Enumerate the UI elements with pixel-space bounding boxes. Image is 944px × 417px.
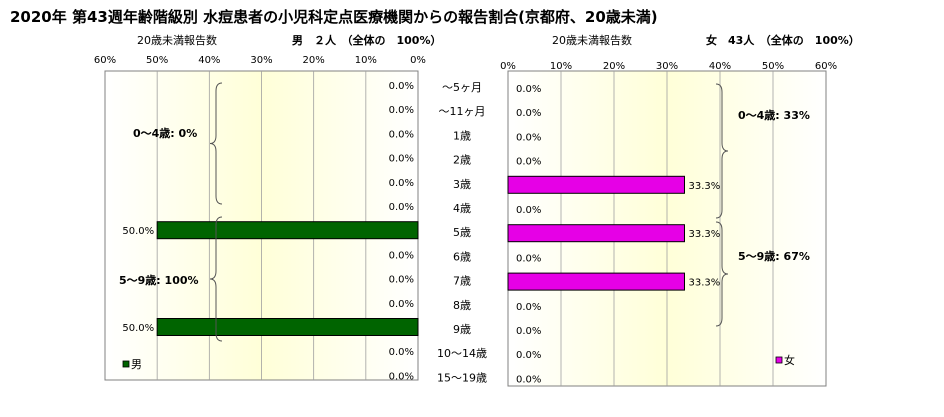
female-x-tick-label: 60%: [815, 61, 837, 72]
female-header-count: 女 43人 （全体の 100%）: [706, 33, 860, 47]
male-x-tick-label: 10%: [355, 55, 377, 66]
male-group-label: 0～4歳: 0%: [133, 126, 197, 140]
female-group-label: 0～4歳: 33%: [738, 108, 810, 122]
female-x-tick-label: 30%: [656, 61, 678, 72]
female-x-tick-label: 50%: [762, 61, 784, 72]
male-x-tick-label: 60%: [94, 55, 116, 66]
female-value-label: 33.3%: [688, 229, 720, 240]
male-bar: [156, 318, 419, 336]
male-x-tick-label: 40%: [198, 55, 220, 66]
male-value-label: 0.0%: [389, 129, 414, 140]
female-x-tick-label: 0%: [500, 61, 516, 72]
female-x-tick-label: 40%: [709, 61, 731, 72]
male-x-tick-label: 20%: [303, 55, 325, 66]
age-category-label: 10～14歳: [437, 347, 487, 360]
female-bracket-0-4: [715, 83, 729, 219]
male-value-label: 0.0%: [389, 105, 414, 116]
age-category-label: 5歳: [453, 226, 471, 239]
female-value-label: 0.0%: [516, 205, 541, 216]
female-bar: [507, 175, 685, 194]
female-x-tick-label: 10%: [550, 61, 572, 72]
male-bar: [156, 221, 419, 240]
female-bracket-5-9: [715, 221, 729, 327]
male-value-label: 0.0%: [389, 178, 414, 189]
female-value-label: 0.0%: [516, 302, 541, 313]
male-x-tick-label: 50%: [146, 55, 168, 66]
male-value-label: 0.0%: [389, 81, 414, 92]
male-value-label: 50.0%: [122, 226, 154, 237]
age-category-label: 4歳: [453, 202, 471, 215]
female-bar: [507, 272, 685, 291]
female-value-label: 0.0%: [516, 157, 541, 168]
male-legend-label: 男: [131, 358, 142, 371]
male-x-tick-label: 30%: [250, 55, 272, 66]
age-category-label: 2歳: [453, 154, 471, 167]
age-category-label: 15～19歳: [437, 371, 487, 384]
male-header-count: 男 ２人 （全体の 100%）: [292, 33, 441, 47]
female-legend-swatch: [775, 356, 783, 364]
age-category-label: 8歳: [453, 299, 471, 312]
female-value-label: 0.0%: [516, 108, 541, 119]
male-x-tick-label: 0%: [410, 55, 426, 66]
male-value-label: 0.0%: [389, 202, 414, 213]
male-value-label: 0.0%: [389, 299, 414, 310]
male-value-label: 0.0%: [389, 275, 414, 286]
male-bracket-0-4: [209, 82, 223, 205]
age-category-label: 9歳: [453, 323, 471, 336]
female-value-label: 33.3%: [688, 181, 720, 192]
female-value-label: 0.0%: [516, 253, 541, 264]
male-value-label: 0.0%: [389, 250, 414, 261]
age-category-label: 6歳: [453, 250, 471, 263]
female-value-label: 0.0%: [516, 132, 541, 143]
female-header-label: 20歳未満報告数: [552, 34, 632, 47]
female-value-label: 0.0%: [516, 350, 541, 361]
age-category-label: ～5ヶ月: [442, 81, 482, 94]
male-bracket-5-9: [209, 216, 223, 342]
female-value-label: 0.0%: [516, 374, 541, 385]
female-value-label: 0.0%: [516, 326, 541, 337]
male-legend-swatch: [122, 360, 130, 368]
male-value-label: 0.0%: [389, 371, 414, 382]
male-group-label: 5～9歳: 100%: [119, 273, 199, 287]
chart-title: 2020年 第43週年齢階級別 水痘患者の小児科定点医療機関からの報告割合(京都…: [10, 8, 658, 26]
female-x-tick-label: 20%: [603, 61, 625, 72]
male-value-label: 50.0%: [122, 323, 154, 334]
age-category-label: ～11ヶ月: [439, 105, 486, 118]
age-category-label: 3歳: [453, 178, 471, 191]
female-bar: [507, 224, 685, 243]
male-value-label: 0.0%: [389, 154, 414, 165]
age-category-label: 7歳: [453, 275, 471, 288]
male-value-label: 0.0%: [389, 347, 414, 358]
age-category-label: 1歳: [453, 129, 471, 142]
female-group-label: 5～9歳: 67%: [738, 249, 810, 263]
male-header-label: 20歳未満報告数: [137, 34, 217, 47]
female-value-label: 0.0%: [516, 84, 541, 95]
female-legend-label: 女: [784, 353, 795, 367]
female-value-label: 33.3%: [688, 278, 720, 289]
